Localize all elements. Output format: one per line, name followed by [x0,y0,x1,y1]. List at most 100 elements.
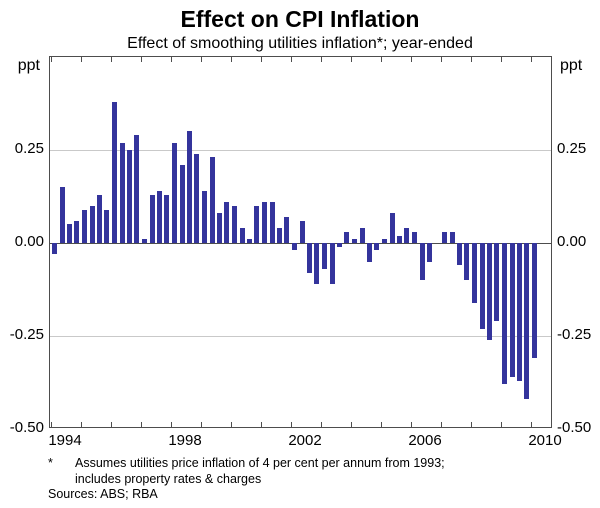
y-axis-unit-left: ppt [17,57,40,74]
bar-2002-Q2 [299,220,305,243]
bar-1999-Q3 [217,213,222,243]
bar-1994-Q2 [59,187,65,243]
bar-1998-Q3 [187,131,192,243]
bar-2005-Q1 [382,239,388,243]
bar-2001-Q3 [277,228,282,243]
bar-2006-Q2 [419,243,425,281]
bar-1998-Q4 [194,153,200,243]
x-tick-top-2001 [261,57,262,62]
bar-2009-Q2 [509,243,515,377]
x-tick-bottom-1997 [141,422,142,427]
y-label-left--0.50: -0.50 [9,419,44,436]
bar-2004-Q3 [367,243,372,262]
bar-1997-Q4 [164,194,170,243]
bar-2005-Q3 [397,235,402,243]
x-tick-top-1994 [51,57,52,62]
bar-1997-Q1 [142,239,148,243]
footnote-marker: * [48,456,53,470]
bar-2010-Q1 [532,243,538,359]
bar-2009-Q3 [517,243,522,381]
bar-2001-Q1 [262,202,268,243]
x-tick-bottom-1999 [201,422,202,427]
chart-title: Effect on CPI Inflation [180,6,420,32]
bar-2005-Q2 [389,213,395,243]
gridline-0.25 [50,150,551,151]
bar-1997-Q3 [157,190,162,243]
bar-1998-Q1 [172,142,178,243]
x-tick-top-2010 [531,57,532,62]
sources-note: Sources: ABS; RBA [48,487,158,501]
y-label-left--0.25: -0.25 [9,326,44,343]
x-tick-top-1997 [141,57,142,62]
bar-1994-Q3 [67,224,72,243]
bar-2007-Q3 [457,243,462,266]
bar-1994-Q4 [74,220,80,243]
x-tick-bottom-2007 [441,422,442,427]
x-tick-bottom-1998 [171,422,172,427]
y-label-right-0.25: 0.25 [557,140,587,157]
bar-2006-Q1 [412,231,418,243]
footnote-line2: includes property rates & charges [75,471,262,486]
x-tick-bottom-1996 [111,422,112,427]
x-tick-bottom-2000 [231,422,232,427]
x-tick-bottom-2009 [501,422,502,427]
bar-2008-Q2 [479,243,485,329]
bar-2007-Q4 [464,243,470,281]
bar-1998-Q2 [179,164,185,243]
x-tick-top-1995 [81,57,82,62]
y-label-left-0.00: 0.00 [14,233,44,250]
bar-1996-Q1 [112,101,118,243]
bar-2000-Q2 [239,228,245,243]
bar-1997-Q2 [149,194,155,243]
bar-1995-Q4 [104,209,110,243]
x-tick-top-2004 [351,57,352,62]
bar-2004-Q1 [352,239,358,243]
chart-subtitle: Effect of smoothing utilities inflation*… [127,35,473,52]
bar-2004-Q2 [359,228,365,243]
bar-1999-Q1 [202,190,208,243]
gridline--0.25 [50,336,551,337]
x-tick-top-2009 [501,57,502,62]
y-label-right-0.00: 0.00 [557,233,587,250]
x-tick-top-2000 [231,57,232,62]
x-tick-bottom-2006 [411,422,412,427]
y-label-left-0.25: 0.25 [14,140,44,157]
bar-1996-Q4 [134,135,140,243]
plot-area [49,56,552,428]
bar-2003-Q1 [322,243,328,270]
bar-2003-Q2 [329,243,335,284]
y-label-right--0.50: -0.50 [557,419,592,436]
x-tick-top-2005 [381,57,382,62]
x-tick-top-2002 [291,57,292,62]
x-tick-bottom-2005 [381,422,382,427]
x-label-2002: 2002 [288,432,322,449]
bar-1994-Q1 [52,243,58,255]
bar-1996-Q2 [119,142,125,243]
bar-2004-Q4 [374,243,380,251]
footnote: * Assumes utilities price inflation of 4… [48,456,588,487]
x-tick-bottom-2004 [351,422,352,427]
y-axis-unit-right: ppt [560,57,583,74]
bar-1999-Q4 [224,202,230,243]
bar-2007-Q1 [442,231,448,243]
bar-1996-Q3 [127,150,132,243]
x-label-1998: 1998 [168,432,202,449]
bar-2007-Q2 [449,231,455,243]
x-tick-bottom-2002 [291,422,292,427]
x-tick-bottom-2003 [321,422,322,427]
x-tick-bottom-1994 [51,422,52,427]
zero-axis-line [50,243,551,244]
bar-1995-Q3 [97,194,102,243]
x-label-2006: 2006 [408,432,442,449]
bar-2002-Q1 [292,243,298,251]
bar-2001-Q4 [284,216,290,243]
bar-2002-Q4 [314,243,320,284]
bar-2000-Q3 [247,239,252,243]
bar-2000-Q1 [232,205,238,243]
x-tick-bottom-1995 [81,422,82,427]
bar-2009-Q1 [502,243,508,385]
footnote-line1: Assumes utilities price inflation of 4 p… [75,456,445,470]
y-label-right--0.25: -0.25 [557,326,592,343]
x-tick-top-2006 [411,57,412,62]
